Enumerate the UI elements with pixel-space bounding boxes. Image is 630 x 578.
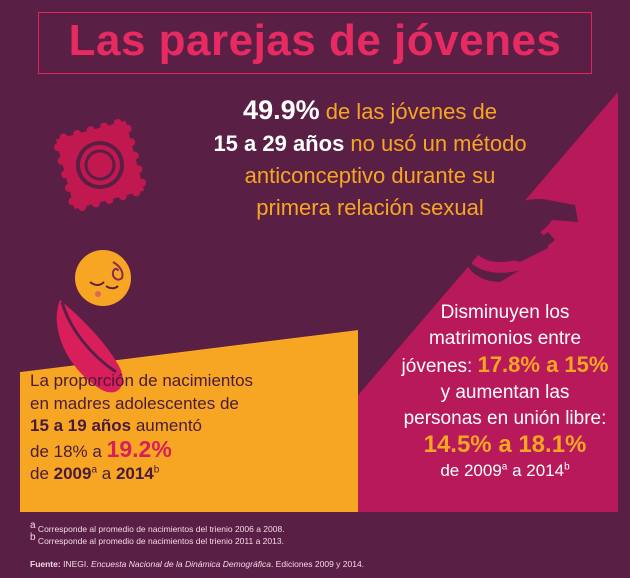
source-editions: . Ediciones 2009 y 2014.: [270, 559, 365, 569]
marriages-line4: y aumentan las: [440, 382, 570, 403]
births-pct: 19.2%: [106, 435, 172, 462]
marriages-years-prefix: de 2009: [440, 461, 502, 480]
stat-line4: primera relación sexual: [256, 195, 484, 220]
births-age-range: 15 a 19 años: [30, 416, 132, 435]
stat-line3: anticonceptivo durante su: [244, 163, 496, 188]
footnote-a: a Corresponde al promedio de nacimientos…: [30, 520, 620, 535]
births-year2: 2014: [115, 464, 154, 483]
births-year1: 2009: [53, 464, 92, 483]
free-union-change: 14.5% a 18.1%: [423, 431, 587, 458]
source-label: Fuente:: [30, 559, 61, 569]
contraception-stat: 49.9% de las jóvenes de 15 a 29 años no …: [150, 94, 590, 224]
births-line5: de: [30, 464, 54, 483]
stat-age-range: 15 a 29 años: [213, 131, 345, 156]
marriages-sup-a: a: [501, 461, 508, 473]
births-year-mid: a: [97, 464, 116, 483]
marriages-change: 17.8% a 15%: [477, 352, 609, 377]
stat-text2: no usó un método: [344, 131, 527, 156]
births-sup-a: a: [91, 464, 98, 476]
baby-icon: [56, 250, 131, 393]
marriages-line5: personas en unión libre:: [403, 408, 607, 429]
page-title: Las parejas de jóvenes: [68, 16, 562, 65]
title-box: Las parejas de jóvenes: [38, 12, 592, 74]
footnote-b-mark: b: [30, 532, 36, 544]
births-line1: La proporción de nacimientos: [30, 371, 254, 390]
footnote-b-text: Corresponde al promedio de nacimientos d…: [35, 536, 284, 546]
source-survey: Encuesta Nacional de la Dinámica Demográ…: [90, 559, 271, 569]
births-line2: en madres adolescentes de: [30, 393, 239, 413]
marriages-text: Disminuyen los matrimonios entre jóvenes…: [400, 300, 610, 484]
condom-wrapper-icon: [53, 118, 147, 212]
handshake-icon: [466, 199, 578, 282]
births-sup-b: b: [153, 464, 160, 476]
footnote-b: b Corresponde al promedio de nacimientos…: [30, 532, 620, 547]
footnote-a-mark: a: [30, 520, 36, 532]
marriages-line2: matrimonios entre: [428, 328, 582, 349]
source-line: Fuente: INEGI. Encuesta Nacional de la D…: [30, 559, 620, 569]
stat-text1: de las jóvenes de: [319, 99, 497, 124]
stat-percent: 49.9%: [243, 95, 320, 125]
births-line3: aumentó: [131, 416, 203, 435]
marriages-sup-b: b: [564, 461, 570, 473]
marriages-line1: Disminuyen los: [440, 302, 570, 323]
source-org: INEGI.: [60, 559, 91, 569]
births-line4: de 18% a: [30, 441, 107, 461]
marriages-years-mid: a 2014: [507, 461, 565, 480]
marriages-line3: jóvenes:: [401, 356, 478, 377]
footnotes: a Corresponde al promedio de nacimientos…: [30, 520, 620, 547]
births-text: La proporción de nacimientos en madres a…: [30, 370, 330, 486]
footnote-a-text: Corresponde al promedio de nacimientos d…: [35, 524, 285, 534]
